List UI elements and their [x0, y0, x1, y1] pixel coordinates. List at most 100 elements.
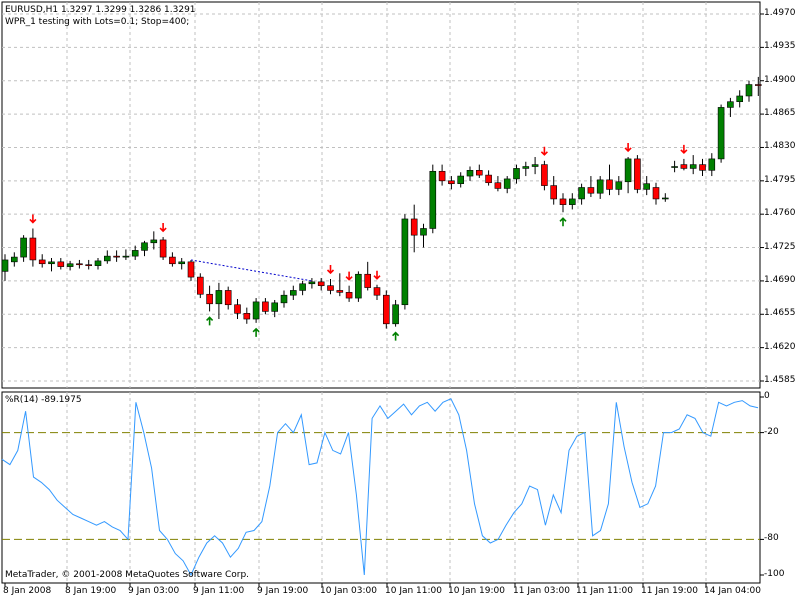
candle-body — [438, 170, 446, 182]
candle-body — [754, 84, 762, 86]
candle-body — [243, 313, 251, 320]
candle-body — [652, 187, 660, 200]
price-tick-label: 1.4795 — [764, 174, 796, 185]
candle-body — [531, 164, 539, 167]
sell-arrow-icon — [159, 223, 167, 233]
candle-body — [206, 293, 213, 305]
candle-body — [475, 170, 483, 176]
sell-arrow-icon — [680, 144, 688, 155]
price-tick-label: 1.4725 — [764, 241, 796, 252]
candle-body — [727, 101, 734, 108]
candle-body — [578, 187, 585, 200]
time-tick-label: 9 Jan 19:00 — [257, 586, 309, 596]
time-tick-label: 10 Jan 11:00 — [385, 586, 442, 596]
time-tick-label: 11 Jan 19:00 — [641, 586, 698, 596]
candle-body — [643, 183, 651, 190]
candle-body — [699, 164, 706, 171]
wpr-tick-label: -80 — [764, 533, 779, 544]
candle-body — [29, 237, 37, 261]
buy-arrow-icon — [392, 331, 400, 341]
candle-body — [680, 164, 688, 169]
candle-body — [671, 166, 678, 168]
candle-body — [345, 292, 353, 299]
wpr-line — [1, 398, 759, 577]
candle-body — [634, 158, 641, 190]
candle-body — [169, 256, 176, 265]
candle-body — [150, 239, 158, 244]
candle-body — [494, 182, 502, 189]
candle-body — [48, 261, 55, 265]
candle-body — [1, 259, 9, 272]
candle-body — [587, 187, 595, 194]
price-tick-label: 1.4585 — [764, 375, 796, 385]
candle-body — [94, 260, 102, 266]
candle-body — [550, 185, 558, 200]
price-tick-label: 1.4620 — [764, 341, 796, 352]
candle-body — [513, 168, 520, 180]
indicator-title: %R(14) -89.1975 — [5, 395, 82, 405]
sell-arrow-icon — [326, 265, 335, 275]
candle-body — [85, 264, 92, 267]
buy-arrow-icon — [252, 327, 260, 337]
price-tick-label: 1.4830 — [764, 141, 796, 152]
candle-body — [745, 84, 753, 97]
time-tick-label: 14 Jan 04:00 — [704, 586, 761, 596]
candle-body — [252, 301, 260, 320]
candle-body — [215, 290, 223, 305]
candle-body — [308, 281, 316, 285]
candle-body — [708, 158, 716, 171]
main-chart-frame — [1, 1, 761, 389]
sell-arrow-icon — [345, 271, 353, 281]
time-tick-label: 11 Jan 03:00 — [513, 586, 570, 596]
candle-body — [317, 281, 325, 286]
time-tick-label: 10 Jan 19:00 — [448, 586, 505, 596]
wpr-tick-label: -100 — [764, 569, 785, 579]
buy-arrow-icon — [206, 316, 214, 326]
candle-body — [392, 304, 399, 325]
candle-body — [401, 218, 409, 306]
candle-body — [104, 255, 111, 262]
candle-body — [624, 158, 632, 183]
candle-body — [11, 256, 18, 263]
candle-body — [429, 170, 437, 229]
candle-body — [522, 166, 530, 169]
candle-body — [606, 179, 613, 190]
candle-body — [355, 273, 362, 299]
expert-info: WPR_1 testing with Lots=0.1; Stop=400; — [5, 17, 190, 27]
price-tick-label: 1.4970 — [764, 8, 796, 18]
time-tick-label: 9 Jan 03:00 — [128, 586, 180, 596]
wpr-tick-label: -20 — [764, 426, 779, 437]
candle-body — [466, 170, 474, 177]
candle-body — [159, 239, 167, 258]
candle-body — [66, 263, 74, 267]
sell-arrow-icon — [29, 214, 37, 224]
buy-arrow-icon — [559, 217, 567, 227]
sell-arrow-icon — [624, 142, 632, 153]
price-tick-label: 1.4760 — [764, 208, 796, 219]
candle-body — [457, 175, 465, 184]
candle-body — [280, 294, 288, 304]
symbol-info: EURUSD,H1 1.3297 1.3299 1.3286 1.3291 — [5, 5, 196, 15]
candle-body — [336, 290, 344, 293]
candle-body — [382, 294, 390, 325]
candle-body — [689, 164, 697, 169]
candle-body — [113, 255, 120, 258]
candle-body — [234, 304, 241, 314]
price-tick-label: 1.4865 — [764, 108, 796, 119]
copyright-text: MetaTrader, © 2001-2008 MetaQuotes Softw… — [5, 570, 250, 580]
candle-body — [327, 285, 334, 291]
time-tick-label: 8 Jan 19:00 — [65, 586, 117, 596]
candle-body — [197, 276, 204, 295]
candle-body — [271, 302, 279, 312]
candle-body — [541, 164, 548, 186]
trade-line — [190, 259, 312, 282]
candle-body — [615, 181, 623, 190]
candle-body — [596, 179, 604, 194]
candle-body — [364, 273, 372, 288]
candle-body — [717, 107, 725, 160]
sell-arrow-icon — [540, 146, 548, 156]
candle-body — [410, 218, 418, 236]
candle-body — [20, 237, 27, 258]
